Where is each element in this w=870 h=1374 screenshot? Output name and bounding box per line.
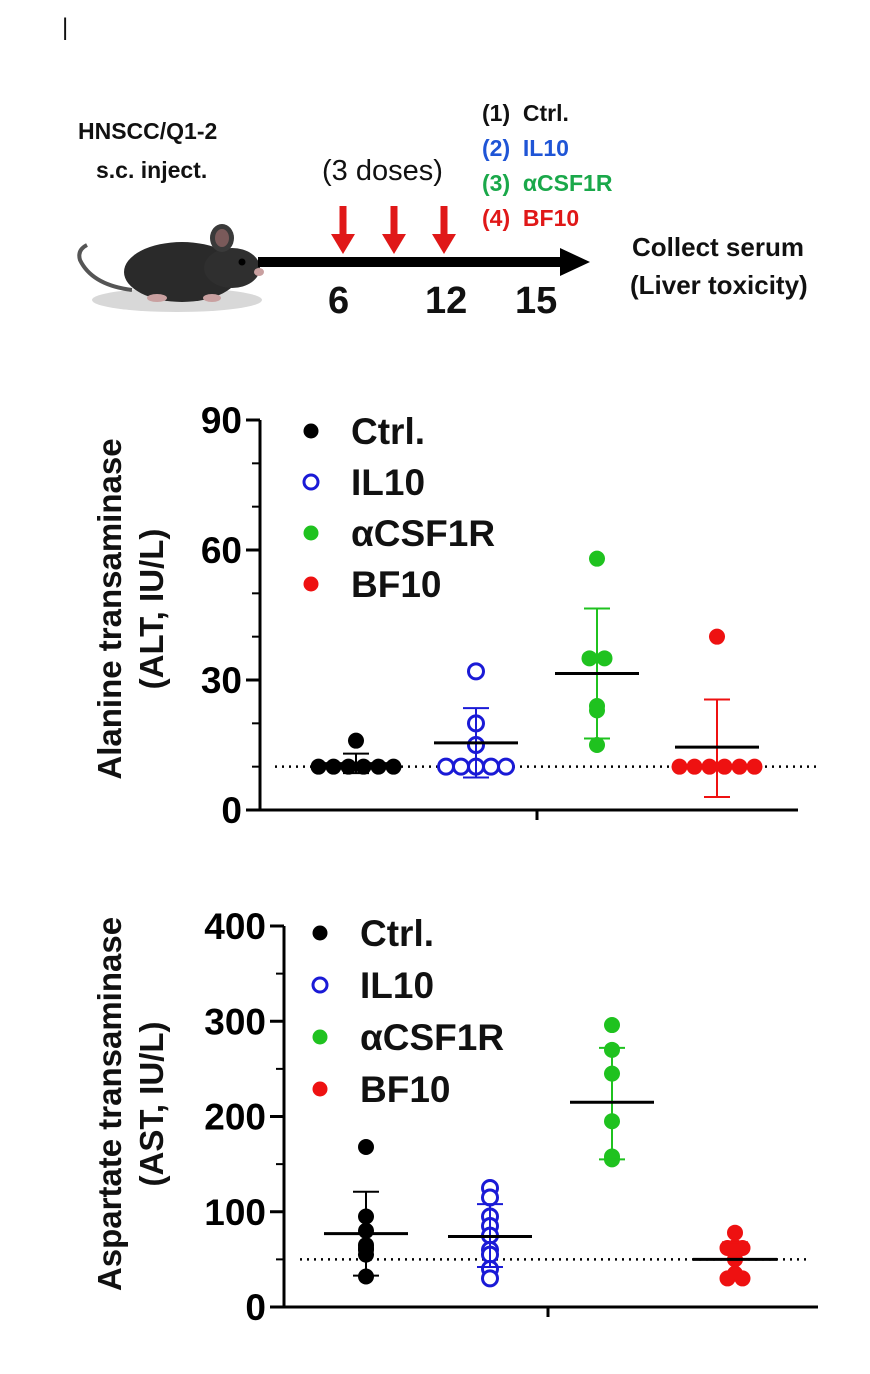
data-point	[709, 628, 725, 645]
legend-label: Ctrl.	[351, 411, 425, 452]
legend-label: BF10	[360, 1069, 450, 1110]
data-point	[604, 1017, 620, 1034]
data-point	[467, 662, 485, 681]
legend-label: Ctrl.	[360, 913, 434, 954]
schematic: HNSCC/Q1-2 s.c. inject.	[0, 0, 870, 340]
collect-label: Collect serum	[632, 232, 804, 262]
day-label: 12	[425, 280, 468, 322]
toxicity-label: (Liver toxicity)	[630, 270, 808, 300]
group-item: (1) Ctrl.	[482, 100, 569, 126]
legend-label: αCSF1R	[360, 1017, 504, 1058]
dose-arrow	[432, 206, 456, 254]
data-point	[497, 757, 515, 776]
data-point	[734, 1270, 751, 1287]
data-point	[716, 758, 733, 775]
data-point	[596, 650, 613, 667]
stray-marker: |	[62, 14, 69, 41]
data-point	[581, 650, 598, 667]
data-point	[701, 758, 718, 775]
group-item: (2) IL10	[482, 135, 569, 161]
legend-marker	[303, 423, 319, 439]
data-point	[358, 1138, 374, 1155]
model-label: HNSCC/Q1-2	[78, 118, 218, 144]
data-point	[671, 758, 688, 775]
legend-label: αCSF1R	[351, 513, 495, 554]
data-point	[746, 758, 763, 775]
y-tick-label: 0	[221, 790, 242, 831]
data-point	[719, 1239, 736, 1256]
data-point	[481, 1269, 499, 1288]
data-point	[727, 1224, 743, 1241]
dose-arrow	[382, 206, 406, 254]
alt-chart: 0 30 60 90 Ctrl. IL10 αCSF1R BF10	[201, 400, 820, 831]
data-point	[482, 757, 500, 776]
legend-marker	[312, 925, 328, 941]
data-point	[589, 737, 605, 753]
data-point	[589, 550, 605, 567]
y-tick-label: 200	[204, 1097, 266, 1138]
data-point	[719, 1270, 736, 1287]
injection-label: s.c. inject.	[96, 157, 208, 183]
y-tick-label: 60	[201, 530, 242, 571]
data-point	[437, 757, 455, 776]
legend-marker	[312, 1029, 328, 1045]
mouse-icon	[72, 200, 272, 320]
day-label: 15	[515, 280, 558, 322]
dose-arrow	[331, 206, 355, 254]
legend-marker	[311, 976, 329, 994]
legend-label: BF10	[351, 564, 441, 605]
data-point	[452, 757, 470, 776]
data-point	[325, 758, 342, 775]
data-point	[731, 758, 748, 775]
legend-label: IL10	[351, 462, 425, 503]
data-point	[310, 758, 327, 775]
y-tick-label: 0	[245, 1287, 266, 1328]
legend-marker	[303, 525, 319, 541]
legend-label: IL10	[360, 965, 434, 1006]
y-tick-label: 100	[204, 1192, 266, 1233]
day-label: 6	[328, 280, 350, 322]
timeline	[258, 206, 590, 276]
y-tick-label: 400	[204, 906, 266, 947]
y-tick-label: 90	[201, 400, 242, 441]
legend-marker	[302, 473, 320, 491]
data-point	[734, 1239, 751, 1256]
group-item: (4) BF10	[482, 205, 580, 231]
y-tick-label: 30	[201, 660, 242, 701]
y-tick-label: 300	[204, 1001, 266, 1042]
legend-marker	[303, 576, 319, 592]
data-point	[348, 732, 364, 749]
data-point	[481, 1188, 499, 1207]
data-point	[686, 758, 703, 775]
data-point	[385, 758, 402, 775]
doses-label: (3 doses)	[322, 155, 443, 187]
data-point	[370, 758, 387, 775]
group-list: (1) Ctrl. (2) IL10 (3) αCSF1R (4) BF10	[482, 100, 612, 240]
ast-chart: 0 100 200 300 400 Ctrl. IL10 αCSF1R BF10	[204, 906, 818, 1328]
timeline-arrowhead	[560, 248, 590, 276]
group-item: (3) αCSF1R	[482, 170, 613, 196]
legend-marker	[312, 1081, 328, 1097]
